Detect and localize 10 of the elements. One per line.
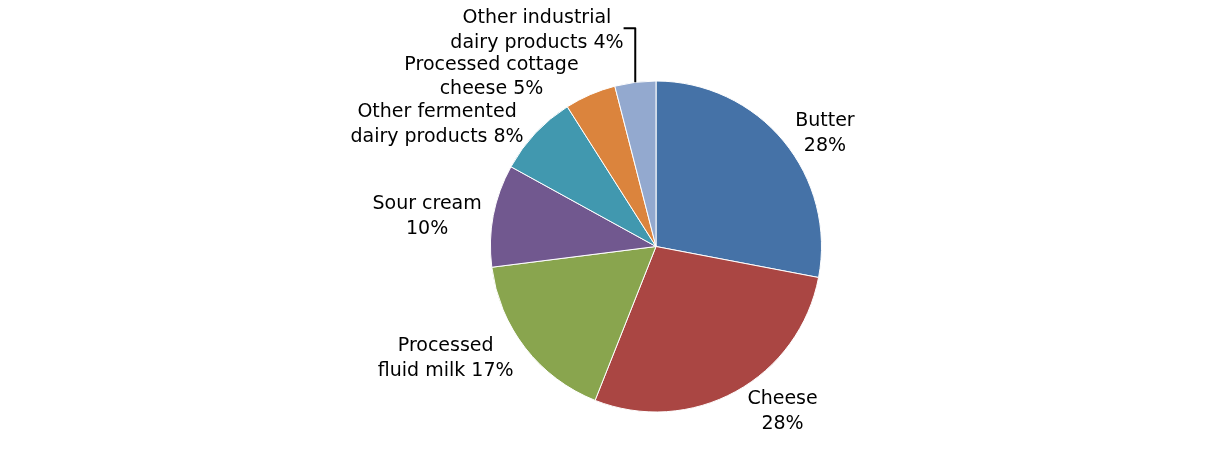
slice-label: Cheese [747, 386, 818, 409]
data-label: 28% [803, 132, 847, 155]
slice-label: Other fermented dairy products 8% [350, 98, 524, 146]
data-label: 28% [761, 410, 804, 433]
slice-label: Sour cream [372, 191, 482, 214]
slice-label: Other industrial dairy products 4% [450, 4, 624, 52]
data-label: 10% [406, 216, 449, 239]
slice-label: Processed cottage cheese 5% [404, 51, 579, 99]
slice-label: Butter [795, 108, 855, 131]
slice-label: Processed fluid milk 17% [377, 333, 514, 381]
